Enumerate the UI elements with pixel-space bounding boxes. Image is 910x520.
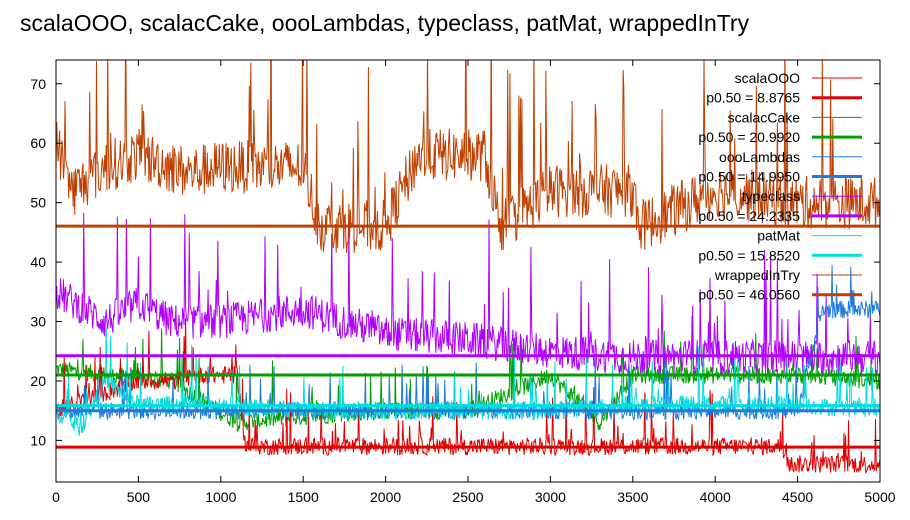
x-tick-label: 1500 — [288, 489, 319, 505]
chart-title: scalaOOO, scalacCake, oooLambdas, typecl… — [20, 10, 750, 36]
x-tick-label: 3500 — [617, 489, 648, 505]
y-tick-label: 50 — [30, 195, 46, 211]
legend-label-wrappedintry: wrappedInTry — [714, 267, 800, 283]
x-tick-label: 3000 — [535, 489, 566, 505]
legend-label-typeclass: typeclass — [742, 188, 800, 204]
series-line-wrappedintry — [56, 60, 880, 254]
legend-label-ooolambdas: oooLambdas — [719, 149, 800, 165]
legend-layer: scalaOOO p0.50 = 8.8765 scalacCake p0.50 = … — [698, 70, 862, 303]
legend-median-label-scalaccake: p0.50 = 20.9920 — [698, 129, 800, 145]
x-tick-label: 0 — [52, 489, 60, 505]
legend-label-patmat: patMat — [757, 228, 800, 244]
y-tick-label: 70 — [30, 76, 46, 92]
x-tick-label: 2500 — [452, 489, 483, 505]
legend-median-label-scalaooo: p0.50 = 8.8765 — [706, 90, 800, 106]
median-layer — [56, 224, 880, 449]
x-tick-label: 4000 — [700, 489, 731, 505]
y-tick-label: 10 — [30, 432, 46, 448]
legend-label-scalaccake: scalacCake — [728, 109, 801, 125]
x-tick-label: 5000 — [864, 489, 895, 505]
legend-median-label-ooolambdas: p0.50 = 14.9950 — [698, 169, 800, 185]
tick-layer: 0 500 1000 1500 2000 2500 3000 3500 4000 4500 5000… — [30, 60, 896, 505]
series-line-typeclass — [56, 212, 880, 375]
legend-median-label-wrappedintry: p0.50 = 46.0560 — [698, 287, 800, 303]
x-tick-label: 500 — [127, 489, 151, 505]
x-tick-label: 1000 — [205, 489, 236, 505]
series-line-ooolambdas — [56, 264, 880, 422]
legend-median-label-typeclass: p0.50 = 24.2335 — [698, 208, 800, 224]
y-tick-label: 20 — [30, 373, 46, 389]
legend-label-scalaooo: scalaOOO — [735, 70, 800, 86]
legend-median-label-patmat: p0.50 = 15.8520 — [698, 247, 800, 263]
y-tick-label: 60 — [30, 135, 46, 151]
x-tick-label: 2000 — [370, 489, 401, 505]
y-tick-label: 40 — [30, 254, 46, 270]
x-tick-label: 4500 — [782, 489, 813, 505]
y-tick-label: 30 — [30, 314, 46, 330]
